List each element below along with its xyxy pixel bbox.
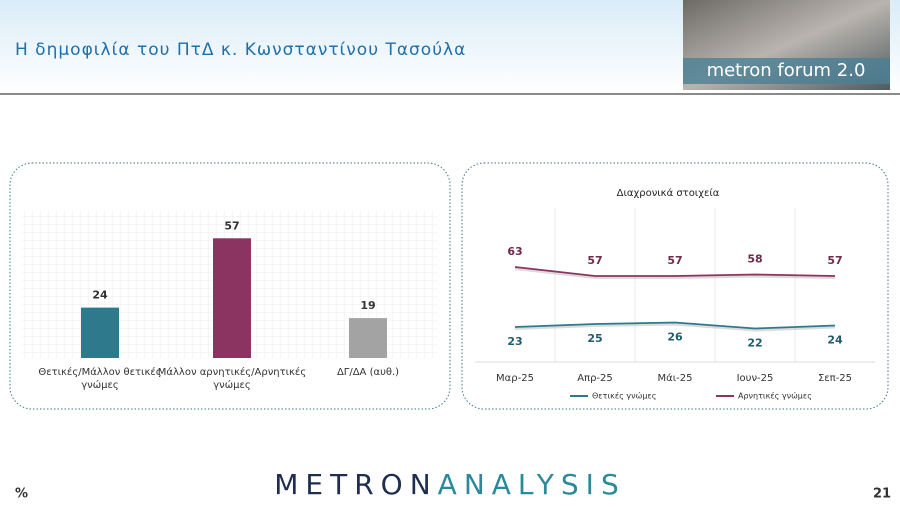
logo-band [683, 58, 890, 84]
series-line [514, 321, 836, 330]
panel [9, 162, 451, 410]
series-line-shadow [514, 267, 836, 279]
value-label: 23 [507, 335, 522, 348]
x-tick-label: Μάι-25 [658, 372, 693, 384]
bar [349, 318, 387, 358]
logo-text: metron forum 2.0 [707, 60, 866, 81]
x-tick-label: ΔΓ/ΔΑ (αυθ.) [336, 367, 400, 378]
legend-label: Θετικές γνώμες [592, 391, 656, 401]
panel [461, 162, 889, 410]
value-label: 25 [587, 332, 602, 345]
value-label: 63 [507, 245, 522, 258]
value-label: 57 [667, 254, 682, 267]
x-tick-label: Ιουν-25 [737, 373, 774, 384]
unit: % [15, 487, 28, 502]
series-line [514, 266, 836, 277]
brand-part: ANALYSIS [438, 468, 626, 501]
value-label: 57 [827, 254, 842, 267]
brand-part: METRON [274, 468, 437, 501]
page-number: 21 [873, 487, 891, 502]
value-label: 57 [224, 219, 239, 232]
x-tick-label: Απρ-25 [577, 373, 613, 384]
legend-label: Αρνητικές γνώμες [738, 391, 812, 401]
page-title: Η δημοφιλία του ΠτΔ κ. Κωνσταντίνου Τασο… [15, 40, 466, 60]
value-label: 22 [747, 337, 762, 350]
x-tick-label: Θετικές/Μάλλον θετικές γνώμες [38, 367, 162, 391]
bar [213, 238, 251, 358]
value-label: 58 [747, 253, 762, 266]
x-tick-label: Μάλλον αρνητικές/Αρνητικές γνώμες [157, 367, 307, 391]
x-tick-label: Σεπ-25 [818, 373, 852, 384]
value-label: 26 [667, 331, 683, 344]
value-label: 24 [92, 289, 108, 302]
x-tick-label: Μαρ-25 [496, 373, 534, 384]
value-label: 24 [827, 334, 843, 347]
brand: METRONANALYSIS [274, 468, 625, 501]
series-line-shadow [514, 322, 836, 332]
value-label: 19 [360, 299, 375, 312]
value-label: 57 [587, 254, 602, 267]
chart-title: Διαχρονικά στοιχεία [617, 187, 720, 199]
bar [81, 307, 119, 358]
